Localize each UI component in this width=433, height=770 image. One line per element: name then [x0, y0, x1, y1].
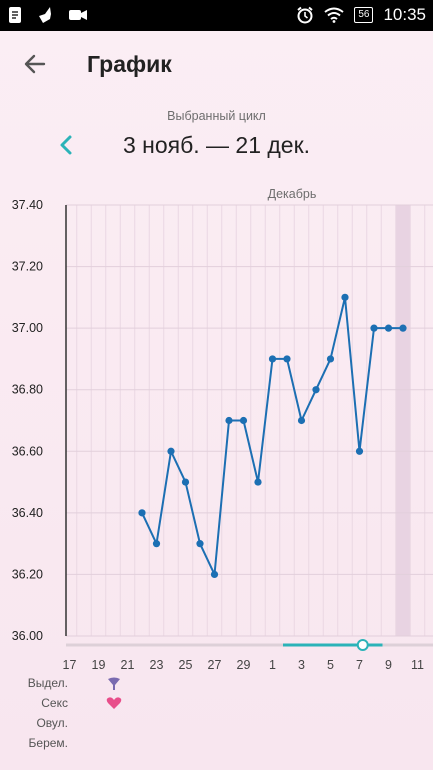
- data-point: [355, 447, 364, 455]
- x-tick-label: 1: [269, 658, 276, 672]
- data-point: [326, 355, 335, 363]
- cycle-range: 3 нояб. — 21 дек.: [122, 132, 311, 158]
- y-axis-labels: 37.40 37.20 37.00 36.80 36.60 36.40 36.20 36.00: [12, 198, 43, 643]
- x-tick-label: 21: [121, 658, 135, 672]
- x-tick-label: 17: [63, 658, 77, 672]
- data-point: [210, 570, 219, 579]
- y-tick-label: 36.20: [12, 567, 43, 581]
- y-tick-label: 36.60: [12, 444, 43, 458]
- data-point: [225, 416, 233, 425]
- alarm-clock-icon: [297, 6, 313, 24]
- chart-grid: [65, 204, 433, 637]
- x-tick-label: 19: [92, 658, 106, 672]
- y-tick-label: 37.00: [12, 321, 43, 335]
- data-point: [196, 540, 204, 548]
- slider-handle[interactable]: [356, 639, 369, 651]
- legend-pregnancy-label: Берем.: [28, 736, 68, 750]
- status-bar: 56 10:35: [0, 0, 433, 31]
- data-point: [370, 324, 378, 332]
- y-tick-label: 36.40: [12, 506, 43, 520]
- wifi-icon: [324, 7, 344, 23]
- y-tick-label: 36.80: [12, 383, 43, 397]
- x-tick-label: 25: [179, 658, 193, 672]
- series-line: [141, 296, 403, 576]
- discharge-icon: [108, 677, 120, 690]
- status-left-icons: [8, 5, 88, 25]
- video-camera-icon: [69, 10, 87, 20]
- temperature-series: [138, 293, 407, 579]
- x-tick-label: 9: [385, 658, 392, 672]
- data-point: [312, 386, 320, 394]
- range-slider[interactable]: [66, 639, 433, 651]
- x-tick-label: 23: [150, 658, 164, 672]
- data-point: [138, 509, 146, 517]
- data-point: [297, 416, 306, 425]
- x-tick-label: 7: [356, 658, 363, 672]
- data-point: [152, 540, 161, 548]
- temperature-chart: 37.40 37.20 37.00 36.80 36.60 36.40 36.20 36.00…: [12, 187, 433, 672]
- page-title: График: [87, 51, 172, 77]
- data-point: [341, 293, 349, 301]
- month-label: Декабрь: [268, 187, 317, 201]
- battery-level: 56: [354, 7, 374, 23]
- data-point: [239, 416, 248, 425]
- data-point: [167, 447, 175, 455]
- legend-ovulation-label: Овул.: [36, 716, 68, 730]
- status-right-icons: 56 10:35: [296, 5, 426, 25]
- data-point: [384, 324, 393, 332]
- broom-icon: [39, 7, 51, 23]
- data-point: [283, 355, 291, 363]
- data-point: [268, 355, 277, 363]
- arrow-back-icon[interactable]: [20, 49, 50, 79]
- x-tick-label: 3: [298, 658, 305, 672]
- y-tick-label: 36.00: [12, 629, 43, 643]
- toolbar: График: [0, 31, 433, 101]
- chevron-left-icon[interactable]: [55, 133, 77, 157]
- legend-sex-label: Секс: [41, 696, 68, 710]
- highlight-day-column: [395, 205, 411, 636]
- heart-icon: [106, 697, 122, 709]
- x-tick-label: 11: [411, 658, 424, 672]
- data-point: [399, 324, 407, 332]
- status-time: 10:35: [383, 5, 426, 24]
- legend-discharge-label: Выдел.: [27, 676, 68, 690]
- notification-icon: [9, 7, 21, 23]
- x-tick-label: 27: [208, 658, 222, 672]
- data-point: [181, 478, 190, 486]
- y-tick-label: 37.20: [12, 260, 43, 274]
- data-point: [254, 478, 262, 486]
- x-axis-labels: 17 19 21 23 25 27 29 1 3 5 7 9 11: [63, 658, 424, 672]
- x-tick-label: 29: [237, 658, 251, 672]
- y-tick-label: 37.40: [12, 198, 43, 212]
- x-tick-label: 5: [327, 658, 334, 672]
- cycle-label: Выбранный цикл: [167, 109, 266, 123]
